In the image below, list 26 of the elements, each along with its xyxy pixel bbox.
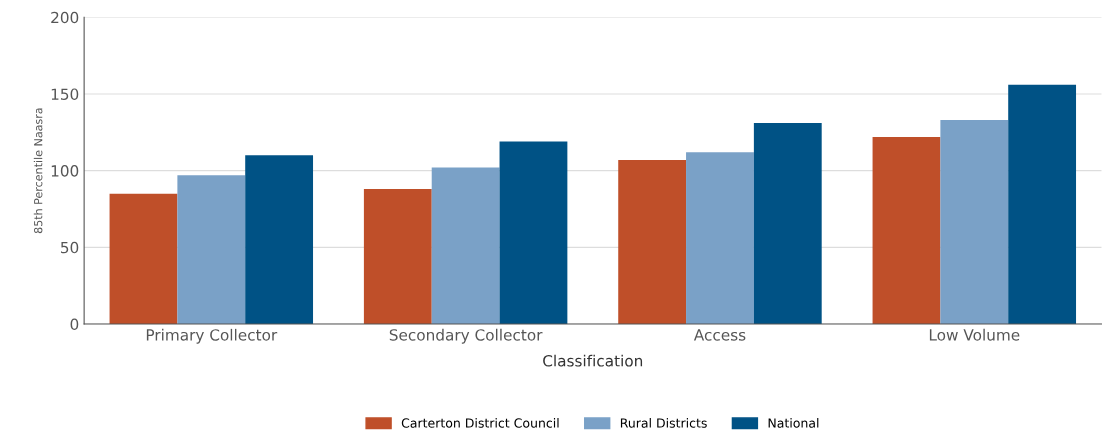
bar — [940, 120, 1009, 324]
legend-label: Rural Districts — [620, 418, 707, 428]
legend-label: Carterton District Council — [401, 418, 559, 428]
x-tick-label: Secondary Collector — [389, 328, 543, 344]
x-axis-title: Classification — [543, 354, 643, 367]
y-tick-label: 200 — [51, 11, 79, 24]
bar — [499, 141, 568, 324]
x-tick-label: Low Volume — [929, 328, 1020, 341]
y-tick-label: 50 — [61, 241, 79, 254]
bar — [177, 175, 246, 324]
x-tick-label: Primary Collector — [146, 328, 278, 344]
bar — [363, 189, 432, 324]
legend-label: National — [768, 418, 819, 428]
bar — [872, 136, 941, 324]
x-tick-label: Access — [693, 329, 746, 341]
bar — [1008, 84, 1077, 324]
y-tick-label: 100 — [51, 165, 79, 177]
bar — [618, 159, 687, 324]
y-axis-title: 85th Percentile Naasra — [33, 108, 43, 234]
bar — [753, 123, 822, 324]
y-tick-label: 0 — [70, 318, 79, 331]
bar — [245, 155, 314, 324]
bar — [431, 167, 500, 324]
y-tick-label: 150 — [51, 88, 79, 100]
bar — [686, 152, 754, 324]
bar — [109, 193, 178, 324]
